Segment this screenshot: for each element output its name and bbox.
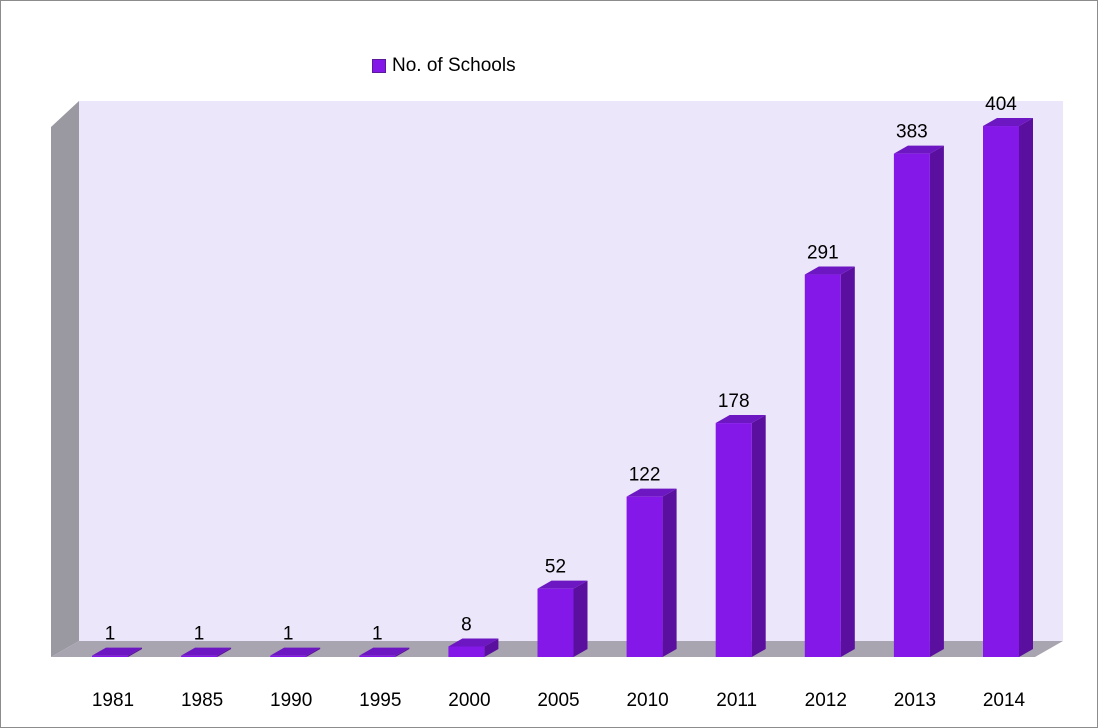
bar-side-2010 [662,488,677,657]
bar-top-2012 [804,266,855,275]
bar-side-2005 [573,580,588,657]
data-label-1981: 1 [105,624,116,645]
bar-top-2000 [448,638,499,647]
bar-top-2010 [626,488,677,497]
x-tick-2010: 2010 [626,690,668,711]
bar-2014 [983,126,1019,658]
data-label-2010: 122 [629,465,661,486]
data-label-2011: 178 [718,391,750,412]
bar-side-2013 [929,145,944,657]
bar-top-1990 [270,647,321,656]
x-tick-1990: 1990 [270,690,312,711]
data-label-1985: 1 [194,624,205,645]
chart-left-wall [51,101,79,657]
x-tick-2012: 2012 [805,690,847,711]
bar-side-2012 [840,266,855,657]
bar-2011 [715,423,752,657]
bar-top-1985 [181,647,232,656]
bar-side-2000 [484,638,499,657]
data-label-2014: 404 [985,94,1017,115]
data-label-2012: 291 [807,243,839,264]
x-tick-2005: 2005 [537,690,579,711]
data-label-2005: 52 [545,557,566,578]
bar-2013 [893,153,930,657]
x-tick-2000: 2000 [448,690,490,711]
bar-1981 [92,655,128,657]
x-tick-2014: 2014 [983,690,1026,711]
x-tick-2013: 2013 [894,690,936,711]
x-tick-1995: 1995 [359,690,401,711]
x-tick-2011: 2011 [716,690,757,711]
data-label-2013: 383 [896,122,928,143]
data-label-2000: 8 [461,614,472,635]
bar-side-2011 [751,415,766,657]
bar-1985 [181,655,218,657]
bar-2000 [448,646,485,657]
bar-top-1995 [359,647,410,656]
legend: No. of Schools [372,54,516,78]
bar-2005 [537,588,574,657]
x-tick-1981: 1981 [92,690,134,711]
bar-1990 [270,655,307,657]
bar-side-1990 [306,647,321,657]
bar-side-1995 [395,647,410,657]
x-tick-1985: 1985 [181,690,223,711]
legend-swatch [372,59,386,73]
data-label-1990: 1 [283,624,294,645]
bar-side-1981 [128,647,142,657]
bar-side-2014 [1019,118,1033,658]
legend-label: No. of Schools [392,55,516,76]
data-label-1995: 1 [372,624,383,645]
bar-top-2011 [715,415,766,424]
bar-1995 [359,655,396,657]
bar-side-1985 [217,647,232,657]
bar-top-2005 [537,580,588,589]
bar-2010 [626,496,663,657]
bar-top-2013 [893,145,944,154]
bar-top-2014 [983,118,1033,127]
bar-2012 [804,274,841,657]
bar-top-1981 [92,647,142,656]
